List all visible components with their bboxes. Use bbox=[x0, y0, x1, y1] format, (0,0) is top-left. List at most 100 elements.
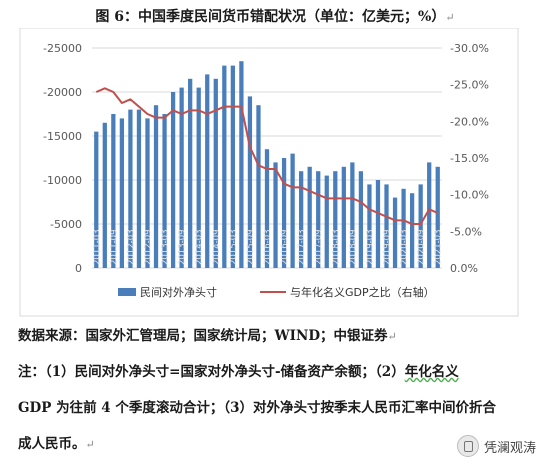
bar bbox=[264, 149, 270, 268]
return-mark: ↵ bbox=[387, 330, 397, 343]
bar bbox=[367, 184, 372, 268]
x-tick-label: 2011-03 bbox=[92, 229, 102, 265]
bar bbox=[213, 78, 218, 268]
left-tick-label: -20000 bbox=[43, 86, 82, 99]
x-tick-label: 2019-03 bbox=[365, 229, 375, 265]
bar bbox=[111, 114, 116, 268]
x-tick-label: 2017-03 bbox=[297, 229, 307, 265]
bar bbox=[384, 184, 389, 268]
bar bbox=[435, 166, 440, 268]
x-tick-label: 2021-03 bbox=[434, 229, 444, 265]
right-tick-label: 0.0% bbox=[450, 262, 478, 275]
bar bbox=[170, 92, 176, 268]
bar bbox=[162, 114, 167, 268]
left-axis: -25000 -20000 -15000 -10000 -5000 0 bbox=[43, 42, 82, 275]
bar bbox=[136, 109, 142, 268]
bar bbox=[94, 131, 99, 268]
legend-label-line: 与年化名义GDP之比（右轴） bbox=[290, 285, 435, 299]
bar bbox=[239, 61, 244, 269]
bar bbox=[179, 87, 184, 268]
note-line-1-a: 注：（1）民间对外净头寸=国家对外净头寸-储备资产余额；（2） bbox=[18, 364, 405, 380]
bar bbox=[375, 180, 381, 268]
wechat-account-icon bbox=[456, 435, 479, 457]
left-tick-label: -25000 bbox=[43, 42, 82, 55]
chart-title: 图 6：中国季度民间货币错配状况（单位：亿美元；%）↵ bbox=[0, 6, 550, 26]
chart-title-text: 图 6：中国季度民间货币错配状况（单位：亿美元；%） bbox=[95, 9, 446, 25]
bar bbox=[333, 171, 338, 268]
x-tick-label: 2016-03 bbox=[263, 229, 273, 265]
x-tick-label: 2011-09 bbox=[109, 229, 119, 265]
x-axis: 2011-03 2011-09 2012-03 2012-09 2013-03 2013-… bbox=[92, 229, 443, 265]
bar bbox=[153, 105, 159, 268]
legend-swatch-bar bbox=[118, 288, 136, 296]
x-tick-label: 2012-03 bbox=[126, 229, 136, 265]
return-mark: ↵ bbox=[445, 11, 455, 24]
legend-label-bar: 民间对外净头寸 bbox=[140, 285, 217, 299]
x-tick-label: 2013-03 bbox=[161, 229, 171, 265]
bar bbox=[256, 105, 261, 268]
bar bbox=[418, 184, 423, 268]
note-line-2: GDP 为往前 4 个季度滚动合计；（3）对外净头寸按季末人民币汇率中间价折合 bbox=[18, 396, 538, 416]
x-tick-label: 2014-03 bbox=[195, 229, 205, 265]
bar bbox=[205, 74, 210, 269]
return-mark: ↵ bbox=[85, 438, 95, 451]
x-tick-label: 2020-09 bbox=[417, 229, 427, 265]
note-line-2-text: GDP 为往前 4 个季度滚动合计；（3）对外净头寸按季末人民币汇率中间价折合 bbox=[18, 400, 497, 416]
x-tick-label: 2018-09 bbox=[348, 229, 358, 265]
bar bbox=[401, 188, 406, 268]
bar bbox=[188, 78, 193, 268]
bar bbox=[324, 175, 329, 268]
note-line-1: 注：（1）民间对外净头寸=国家对外净头寸-储备资产余额；（2）年化名义 bbox=[18, 360, 538, 380]
x-tick-label: 2013-09 bbox=[178, 229, 188, 265]
bar bbox=[409, 193, 415, 268]
bar bbox=[145, 118, 150, 269]
note-line-3: 成人民币。↵ bbox=[18, 432, 538, 452]
x-tick-label: 2016-09 bbox=[280, 229, 290, 265]
bar bbox=[316, 171, 321, 268]
left-tick-label: -5000 bbox=[50, 218, 82, 231]
x-tick-label: 2018-03 bbox=[331, 229, 341, 265]
bar bbox=[273, 162, 278, 268]
bar bbox=[247, 96, 253, 269]
left-tick-label: -10000 bbox=[43, 174, 82, 187]
bar bbox=[222, 65, 227, 268]
bar bbox=[350, 162, 355, 268]
x-tick-label: 2015-03 bbox=[229, 229, 239, 265]
bar bbox=[341, 166, 346, 268]
bar bbox=[281, 158, 287, 268]
bar bbox=[128, 109, 133, 268]
note-line-1-b: 年化名义 bbox=[404, 364, 459, 380]
note-line-3-text: 成人民币。 bbox=[18, 436, 86, 452]
bar-series bbox=[94, 61, 440, 269]
bar bbox=[358, 171, 364, 268]
x-tick-label: 2012-09 bbox=[143, 229, 153, 265]
bar bbox=[230, 65, 235, 268]
x-tick-label: 2017-09 bbox=[314, 229, 324, 265]
right-tick-label: -5.0% bbox=[450, 225, 482, 238]
ratio-line bbox=[95, 87, 439, 225]
source-text: 数据来源：国家外汇管理局；国家统计局；WIND；中银证券 bbox=[18, 328, 388, 344]
x-tick-label: 2014-09 bbox=[212, 229, 222, 265]
right-axis: -30.0% -25.0% -20.0% -15.0% -10.0% -5.0% 0.0% bbox=[450, 42, 489, 275]
right-tick-label: -15.0% bbox=[450, 152, 489, 165]
legend: 民间对外净头寸 与年化名义GDP之比（右轴） bbox=[118, 285, 435, 299]
bar bbox=[119, 118, 125, 269]
watermark: 凭澜观涛 bbox=[456, 435, 536, 457]
x-tick-label: 2019-09 bbox=[383, 229, 393, 265]
chart: -25000 -20000 -15000 -10000 -5000 0 -30.0% -25… bbox=[19, 28, 519, 317]
line-series bbox=[95, 87, 439, 225]
bar bbox=[196, 87, 201, 268]
source-note: 数据来源：国家外汇管理局；国家统计局；WIND；中银证券↵ bbox=[18, 324, 538, 344]
left-tick-label: -15000 bbox=[43, 130, 82, 143]
left-tick-label: 0 bbox=[75, 262, 82, 275]
right-tick-label: -10.0% bbox=[450, 189, 489, 202]
bar bbox=[290, 153, 295, 268]
bar bbox=[392, 197, 398, 268]
x-tick-label: 2020-03 bbox=[400, 229, 410, 265]
bar bbox=[427, 162, 432, 268]
bar bbox=[102, 122, 107, 268]
watermark-text: 凭澜观涛 bbox=[483, 440, 536, 456]
right-tick-label: -20.0% bbox=[450, 115, 489, 128]
right-tick-label: -30.0% bbox=[450, 42, 489, 55]
bar bbox=[307, 166, 312, 268]
